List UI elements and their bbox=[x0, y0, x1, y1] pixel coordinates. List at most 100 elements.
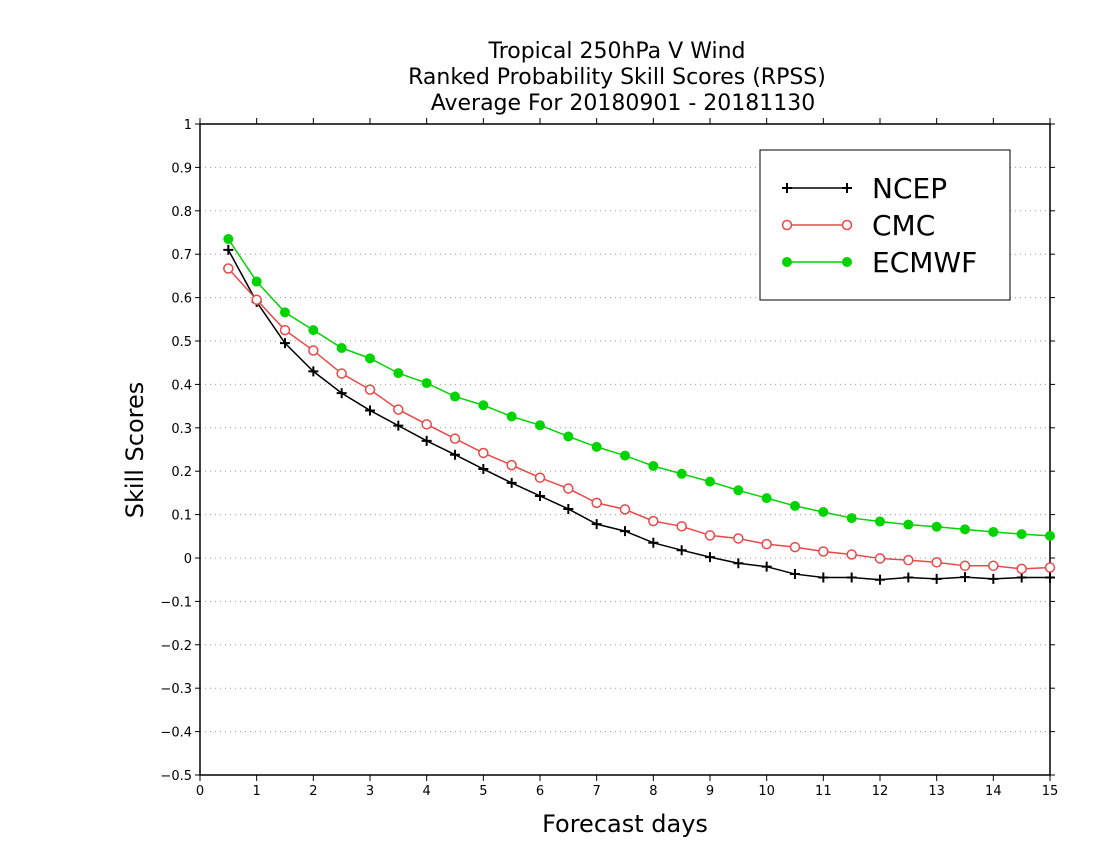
data-point-plus bbox=[846, 572, 857, 583]
data-point-plus bbox=[1045, 572, 1055, 583]
data-point-open-circle bbox=[846, 549, 857, 560]
chart-title: Tropical 250hPa V Wind Ranked Probabilit… bbox=[408, 39, 826, 116]
data-point-open-circle bbox=[781, 219, 793, 231]
data-point-filled-circle bbox=[782, 257, 792, 267]
data-point-open-circle bbox=[959, 560, 971, 572]
data-point-plus bbox=[761, 561, 772, 572]
axis-ticks: −0.5 −0.4 −0.3 −0.2 −0.1 0 0.1 0.2 0.3 0.4 0.5 0.6 0… bbox=[160, 118, 1058, 799]
x-tick-label: 5 bbox=[479, 784, 487, 799]
x-tick-label: 11 bbox=[815, 784, 832, 799]
y-tick-label: 1 bbox=[184, 118, 192, 133]
series-ncep bbox=[223, 244, 1055, 585]
data-point-open-circle bbox=[534, 472, 546, 483]
data-point-filled-circle bbox=[421, 378, 432, 389]
legend-label: ECMWF bbox=[872, 246, 977, 279]
data-point-filled-circle bbox=[903, 519, 914, 530]
title-line-3: Average For 20180901 - 20181130 bbox=[431, 91, 816, 116]
data-point-plus bbox=[676, 545, 687, 556]
x-tick-label: 12 bbox=[872, 784, 889, 799]
data-point-plus bbox=[782, 183, 792, 193]
data-point-filled-circle bbox=[365, 353, 375, 364]
data-point-plus bbox=[308, 366, 319, 377]
series-line bbox=[227, 268, 1051, 570]
data-point-open-circle bbox=[449, 433, 461, 444]
data-point-filled-circle bbox=[280, 307, 290, 318]
y-tick-label: 0.3 bbox=[171, 422, 192, 437]
data-point-filled-circle bbox=[790, 500, 800, 511]
data-point-plus bbox=[903, 572, 914, 583]
legend: NCEP CMC ECMWF bbox=[759, 149, 1011, 301]
data-point-filled-circle bbox=[733, 485, 744, 496]
x-tick-label: 0 bbox=[196, 784, 204, 799]
data-point-open-circle bbox=[364, 384, 376, 395]
data-point-plus bbox=[648, 537, 659, 548]
data-point-plus bbox=[365, 405, 375, 416]
x-tick-label: 3 bbox=[366, 784, 374, 799]
data-point-open-circle bbox=[789, 541, 801, 553]
data-point-plus bbox=[931, 573, 942, 584]
data-point-plus bbox=[842, 183, 852, 193]
x-tick-label: 10 bbox=[758, 784, 775, 799]
data-point-open-circle bbox=[421, 419, 432, 430]
data-point-plus bbox=[875, 574, 885, 585]
data-point-filled-circle bbox=[842, 257, 852, 267]
data-point-plus bbox=[960, 572, 970, 583]
data-point-filled-circle bbox=[450, 391, 460, 402]
data-point-plus bbox=[563, 503, 574, 514]
data-point-filled-circle bbox=[1016, 529, 1027, 540]
legend-item-cmc: CMC bbox=[781, 209, 935, 242]
data-point-filled-circle bbox=[223, 234, 234, 245]
title-line-2: Ranked Probability Skill Scores (RPSS) bbox=[408, 65, 826, 90]
y-tick-label: 0.2 bbox=[171, 465, 192, 480]
data-point-open-circle bbox=[251, 294, 262, 306]
data-point-filled-circle bbox=[308, 325, 319, 336]
y-tick-label: −0.5 bbox=[160, 769, 192, 784]
x-tick-label: 8 bbox=[649, 784, 657, 799]
y-tick-label: −0.3 bbox=[160, 682, 192, 697]
y-tick-label: 0 bbox=[184, 552, 192, 567]
y-tick-label: 0.5 bbox=[171, 335, 192, 350]
x-tick-label: 15 bbox=[1042, 784, 1059, 799]
data-point-filled-circle bbox=[875, 516, 885, 527]
data-point-open-circle bbox=[818, 546, 829, 557]
data-point-filled-circle bbox=[535, 420, 545, 431]
data-point-plus bbox=[450, 449, 460, 460]
data-point-open-circle bbox=[704, 530, 716, 541]
x-tick-label: 4 bbox=[423, 784, 431, 799]
series-group bbox=[223, 234, 1056, 585]
data-point-filled-circle bbox=[988, 526, 999, 537]
data-point-plus bbox=[280, 338, 290, 349]
series-ecmwf bbox=[223, 234, 1055, 541]
data-point-plus bbox=[1016, 572, 1027, 583]
data-point-open-circle bbox=[903, 554, 914, 566]
y-tick-label: 0.1 bbox=[171, 509, 192, 524]
data-point-open-circle bbox=[563, 483, 574, 494]
data-point-filled-circle bbox=[676, 468, 687, 479]
y-tick-label: −0.4 bbox=[160, 726, 192, 741]
data-point-plus bbox=[535, 490, 545, 501]
data-point-plus bbox=[620, 526, 630, 537]
y-tick-label: −0.1 bbox=[160, 595, 192, 610]
x-tick-label: 1 bbox=[253, 784, 261, 799]
x-tick-label: 14 bbox=[985, 784, 1002, 799]
data-point-plus bbox=[336, 388, 347, 399]
data-point-open-circle bbox=[393, 404, 404, 415]
data-point-open-circle bbox=[619, 504, 631, 515]
y-tick-label: 0.9 bbox=[171, 161, 192, 176]
data-point-open-circle bbox=[648, 515, 659, 527]
data-point-open-circle bbox=[336, 368, 347, 379]
data-point-filled-circle bbox=[648, 460, 659, 471]
x-tick-label: 9 bbox=[706, 784, 714, 799]
data-point-plus bbox=[790, 569, 800, 580]
data-point-open-circle bbox=[931, 557, 942, 568]
data-point-plus bbox=[988, 573, 999, 584]
data-point-open-circle bbox=[988, 560, 999, 572]
data-point-plus bbox=[506, 477, 517, 488]
data-point-plus bbox=[421, 435, 432, 446]
data-point-plus bbox=[818, 572, 829, 583]
plot-frame bbox=[199, 123, 1051, 776]
x-axis-label: Forecast days bbox=[542, 810, 708, 838]
data-point-filled-circle bbox=[251, 276, 262, 287]
data-point-filled-circle bbox=[336, 342, 347, 353]
y-tick-label: 0.8 bbox=[171, 205, 192, 220]
